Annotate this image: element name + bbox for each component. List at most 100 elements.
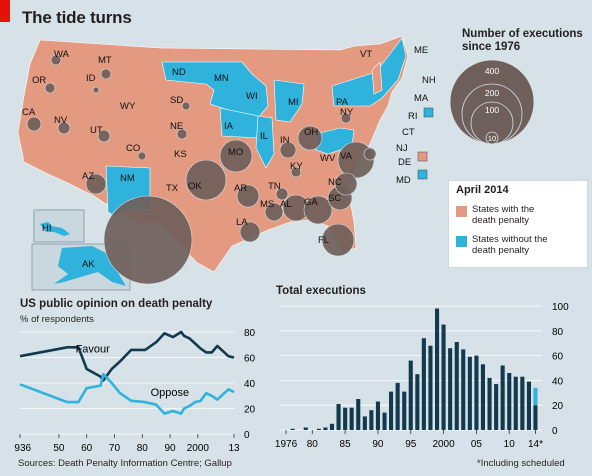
bubble-legend-label-400: 400 [485, 66, 499, 76]
page-title: The tide turns [22, 8, 132, 27]
legend-without-line1: States without the [472, 234, 548, 245]
exec-bar [395, 382, 400, 430]
exec-ytick: 0 [552, 426, 558, 437]
opinion-xtick: 60 [81, 443, 93, 454]
exec-bar-scheduled [533, 387, 538, 406]
exec-bar [520, 376, 525, 430]
state-label-nc: NC [328, 177, 342, 188]
bubble-legend-label-200: 200 [485, 88, 499, 98]
state-label-sc: SC [328, 193, 341, 204]
state-label-mi: MI [288, 97, 299, 108]
state-label-hi: HI [42, 223, 52, 234]
footnote: *Including scheduled [477, 458, 565, 469]
state-label-mt: MT [98, 55, 112, 66]
state-label-mn: MN [214, 73, 229, 84]
state-ny-ne [331, 37, 407, 107]
exec-xtick: 10 [504, 439, 516, 450]
state-label-nv: NV [54, 115, 68, 126]
state-label-md: MD [396, 175, 411, 186]
state-label-la: LA [236, 217, 248, 228]
exec-xtick: 95 [405, 439, 417, 450]
state-label-pa: PA [336, 97, 349, 108]
brand-bar [0, 0, 10, 22]
state-label-va: VA [340, 151, 353, 162]
state-label-ga: GA [304, 197, 318, 208]
bubble-mt [100, 68, 112, 80]
state-label-wy: WY [120, 101, 136, 112]
exec-bar [448, 348, 453, 430]
exec-bar [421, 338, 426, 430]
state-label-wa: WA [54, 49, 70, 60]
exec-bar [382, 412, 387, 430]
state-label-ia: IA [224, 121, 234, 132]
bubble-pa [340, 112, 352, 124]
bubble-tn [275, 187, 289, 201]
opinion-xtick: 80 [137, 443, 149, 454]
bubble-legend: 400 200 100 10 [450, 59, 535, 145]
state-label-mo: MO [228, 147, 243, 158]
bubble-mo [219, 139, 253, 173]
state-label-al: AL [280, 199, 292, 210]
bubble-legend-10 [485, 131, 499, 145]
state-label-in: IN [280, 135, 290, 146]
exec-bar [500, 365, 505, 430]
state-label-fl: FL [318, 235, 329, 246]
bubble-legend-label-10: 10 [488, 134, 496, 143]
state-label-wv: WV [320, 153, 336, 164]
exec-bar [375, 401, 380, 430]
bubble-ms [264, 202, 284, 222]
exec-bar [533, 405, 538, 430]
exec-bar [513, 376, 518, 430]
exec-bar [408, 360, 413, 430]
exec-xtick: 05 [471, 439, 483, 450]
opinion-xtick: 90 [165, 443, 177, 454]
bubble-ut [97, 129, 111, 143]
state-label-az: AZ [82, 171, 94, 182]
exec-bar [316, 428, 321, 430]
exec-ytick: 80 [552, 327, 564, 338]
exec-xtick: 90 [372, 439, 384, 450]
legend-label-with: States with the death penalty [472, 204, 534, 226]
state-label-or: OR [32, 75, 46, 86]
bubble-de [363, 147, 377, 161]
state-label-ct: CT [402, 127, 415, 138]
opinion-ytick: 40 [244, 379, 256, 390]
executions-chart: 0 20 40 60 80 100 1976 80 85 90 95 2000 05 10 14* [275, 302, 569, 450]
exec-bar [428, 345, 433, 430]
state-label-id: ID [86, 73, 96, 84]
state-marker-ri [423, 107, 434, 118]
legend-with-line1: States with the [472, 204, 535, 215]
exec-bar [494, 384, 499, 430]
bubble-tx [103, 195, 193, 285]
state-label-ms: MS [260, 199, 274, 210]
opinion-xtick: 50 [53, 443, 65, 454]
exec-ytick: 60 [552, 352, 564, 363]
bubble-or [44, 82, 56, 94]
state-nh-vt [371, 61, 383, 95]
bubble-sd [181, 101, 191, 111]
exec-bar [454, 342, 459, 430]
execution-bubbles [26, 54, 377, 285]
exec-bar [487, 377, 492, 430]
exec-xtick: 14* [528, 439, 543, 450]
opinion-series-label-favour: Favour [76, 343, 111, 355]
legend-swatch-with [456, 206, 467, 217]
exec-bar [467, 356, 472, 430]
exec-bar [329, 423, 334, 430]
state-hi [40, 222, 70, 236]
exec-bar [290, 428, 295, 430]
bubble-ca [26, 116, 42, 132]
state-label-co: CO [126, 143, 140, 154]
exec-bar [343, 407, 348, 430]
bubble-id [92, 86, 100, 94]
bubble-ne [176, 128, 188, 140]
opinion-chart: 0 20 40 60 80 1936 50 60 70 80 90 2000 13 Favour Oppos… [14, 328, 256, 454]
opinion-chart-subtitle: % of respondents [20, 314, 94, 325]
state-label-nj: NJ [396, 143, 408, 154]
exec-bar [389, 391, 394, 430]
bubble-in [279, 141, 297, 159]
state-label-wi: WI [246, 91, 258, 102]
exec-bar [349, 407, 354, 430]
state-label-ks: KS [174, 149, 187, 160]
opinion-line-favour [19, 330, 235, 382]
